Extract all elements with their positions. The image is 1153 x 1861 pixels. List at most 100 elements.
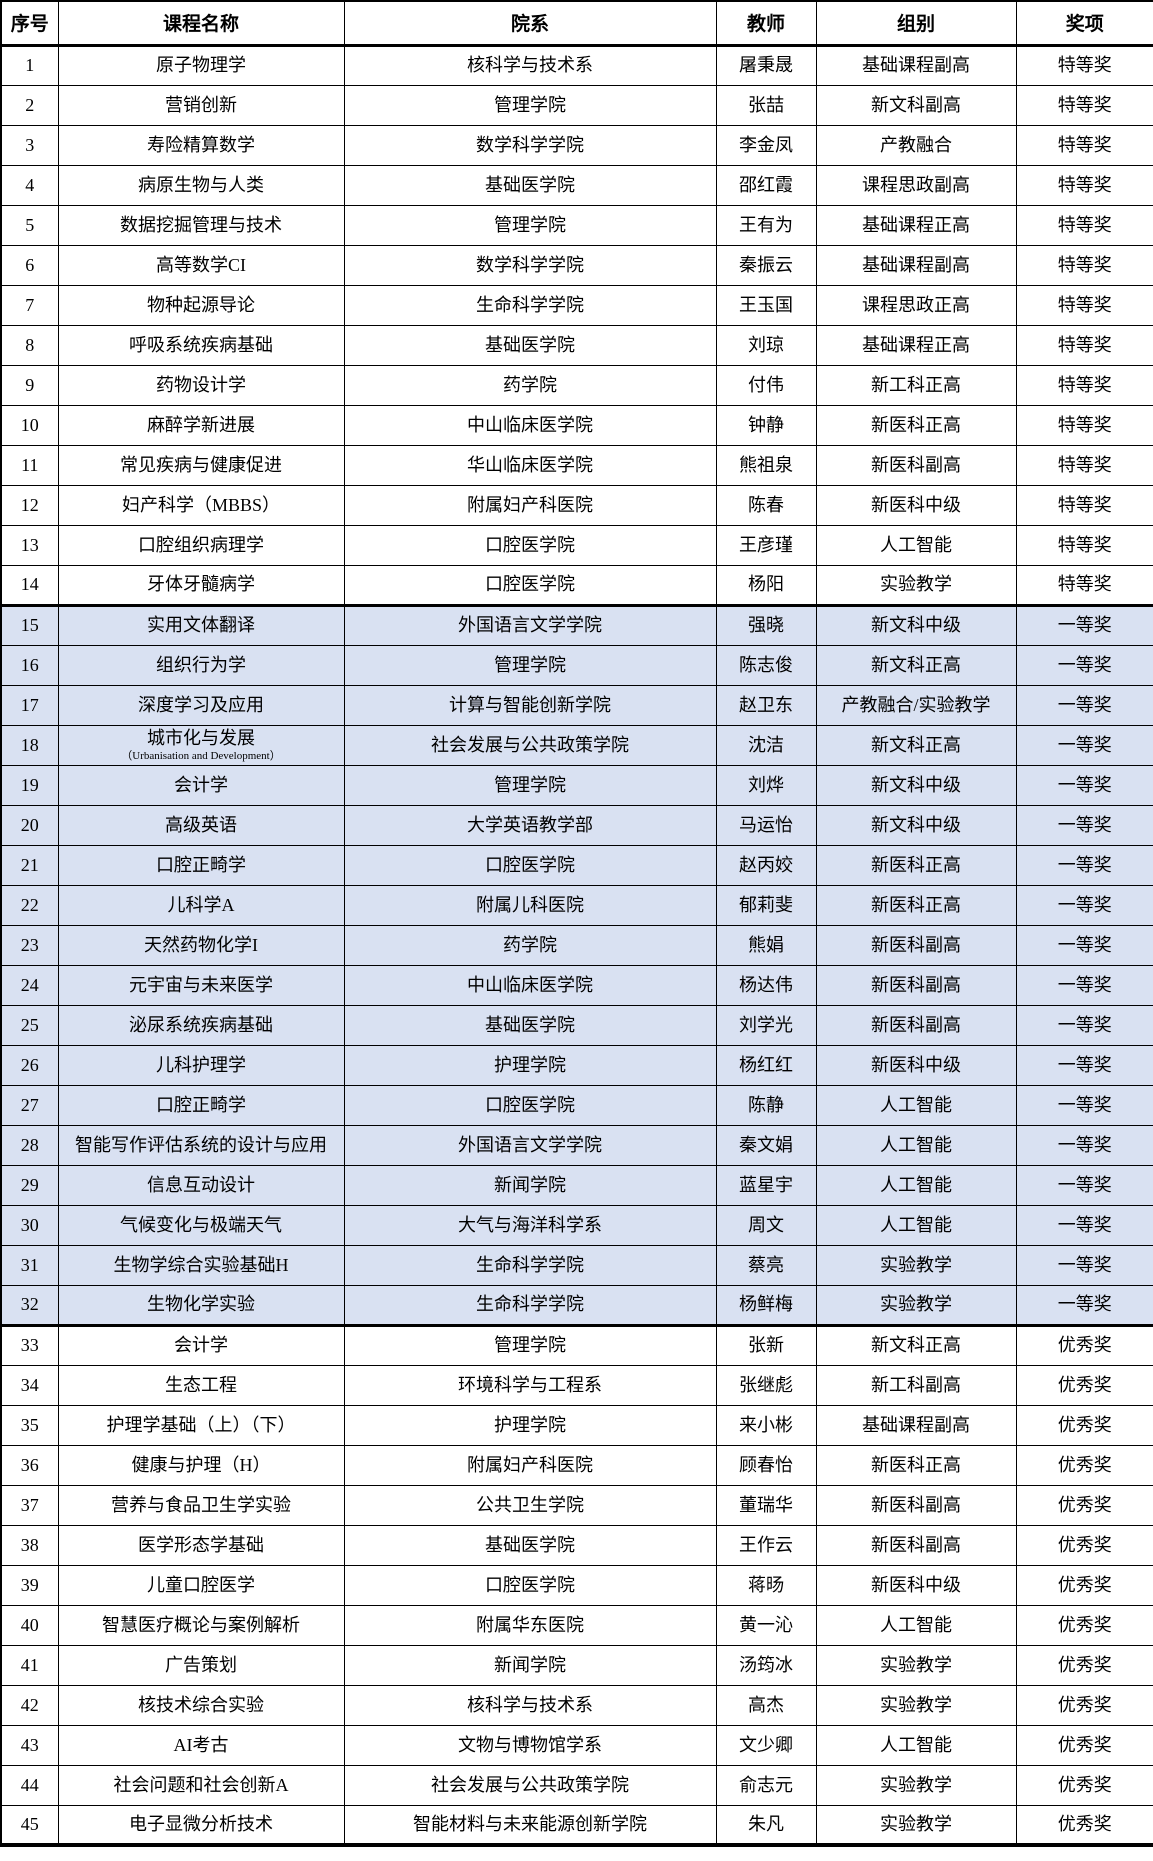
cell-teacher: 朱凡 (715, 1804, 817, 1846)
table-row: 32 生物化学实验 生命科学学院 杨鲜梅 实验教学 一等奖 (0, 1284, 1153, 1326)
table-row: 26 儿科护理学 护理学院 杨红红 新医科中级 一等奖 (0, 1044, 1153, 1086)
cell-course-name: 气候变化与极端天气 (57, 1204, 345, 1246)
cell-award: 一等奖 (1015, 1204, 1153, 1246)
cell-teacher: 陈静 (715, 1084, 817, 1126)
cell-course-name: 高等数学CI (57, 244, 345, 286)
cell-group: 新文科正高 (815, 1323, 1017, 1366)
cell-group: 课程思政副高 (815, 164, 1017, 206)
cell-course-name: 儿科学A (57, 884, 345, 926)
cell-award: 特等奖 (1015, 204, 1153, 246)
cell-department: 基础医学院 (343, 1004, 717, 1046)
cell-teacher: 文少卿 (715, 1724, 817, 1766)
cell-row-number: 3 (0, 124, 59, 166)
cell-department: 大学英语教学部 (343, 804, 717, 846)
cell-course-name: 护理学基础（上）（下） (57, 1404, 345, 1446)
cell-row-number: 31 (0, 1244, 59, 1286)
cell-teacher: 刘学光 (715, 1004, 817, 1046)
cell-department: 数学科学学院 (343, 124, 717, 166)
cell-course-name: 口腔正畸学 (57, 1084, 345, 1126)
cell-department: 生命科学学院 (343, 284, 717, 326)
cell-row-number: 16 (0, 644, 59, 686)
cell-course-name: 核技术综合实验 (57, 1684, 345, 1726)
cell-course-name: AI考古 (57, 1724, 345, 1766)
cell-award: 一等奖 (1015, 644, 1153, 686)
cell-department: 基础医学院 (343, 164, 717, 206)
table-row: 10 麻醉学新进展 中山临床医学院 钟静 新医科正高 特等奖 (0, 404, 1153, 446)
header-row-number: 序号 (0, 0, 59, 47)
cell-group: 基础课程副高 (815, 44, 1017, 86)
cell-row-number: 27 (0, 1084, 59, 1126)
cell-award: 特等奖 (1015, 44, 1153, 86)
table-row: 17 深度学习及应用 计算与智能创新学院 赵卫东 产教融合/实验教学 一等奖 (0, 684, 1153, 726)
cell-course-name: 天然药物化学I (57, 924, 345, 966)
cell-teacher: 王有为 (715, 204, 817, 246)
cell-teacher: 赵丙姣 (715, 844, 817, 886)
table-row: 5 数据挖掘管理与技术 管理学院 王有为 基础课程正高 特等奖 (0, 204, 1153, 246)
cell-row-number: 28 (0, 1124, 59, 1166)
cell-group: 新医科副高 (815, 964, 1017, 1006)
cell-teacher: 蔡亮 (715, 1244, 817, 1286)
cell-department: 口腔医学院 (343, 1084, 717, 1126)
cell-department: 口腔医学院 (343, 564, 717, 606)
cell-award: 特等奖 (1015, 244, 1153, 286)
cell-group: 新医科正高 (815, 844, 1017, 886)
cell-group: 基础课程副高 (815, 1404, 1017, 1446)
table-row: 21 口腔正畸学 口腔医学院 赵丙姣 新医科正高 一等奖 (0, 844, 1153, 886)
cell-teacher: 付伟 (715, 364, 817, 406)
cell-teacher: 王彦瑾 (715, 524, 817, 566)
cell-row-number: 17 (0, 684, 59, 726)
cell-row-number: 14 (0, 564, 59, 606)
cell-course-name: 药物设计学 (57, 364, 345, 406)
course-table-body: 1 原子物理学 核科学与技术系 屠秉晟 基础课程副高 特等奖 2 营销创新 管理学院 张喆 新文科副… (0, 44, 1153, 1846)
cell-department: 生命科学学院 (343, 1284, 717, 1326)
cell-department: 附属儿科医院 (343, 884, 717, 926)
table-row: 41 广告策划 新闻学院 汤筠冰 实验教学 优秀奖 (0, 1644, 1153, 1686)
cell-teacher: 陈志俊 (715, 644, 817, 686)
cell-course-name: 数据挖掘管理与技术 (57, 204, 345, 246)
table-row: 20 高级英语 大学英语教学部 马运怡 新文科中级 一等奖 (0, 804, 1153, 846)
table-row: 6 高等数学CI 数学科学学院 秦振云 基础课程副高 特等奖 (0, 244, 1153, 286)
cell-row-number: 4 (0, 164, 59, 206)
header-row: 序号 课程名称 院系 教师 组别 奖项 (0, 0, 1153, 47)
cell-group: 新医科副高 (815, 924, 1017, 966)
cell-award: 特等奖 (1015, 364, 1153, 406)
cell-group: 实验教学 (815, 1764, 1017, 1806)
cell-group: 实验教学 (815, 1284, 1017, 1326)
cell-row-number: 26 (0, 1044, 59, 1086)
cell-course-name: 会计学 (57, 764, 345, 806)
cell-teacher: 刘烨 (715, 764, 817, 806)
cell-award: 优秀奖 (1015, 1404, 1153, 1446)
cell-award: 一等奖 (1015, 1044, 1153, 1086)
table-row: 22 儿科学A 附属儿科医院 郁莉斐 新医科正高 一等奖 (0, 884, 1153, 926)
cell-group: 新医科副高 (815, 1524, 1017, 1566)
cell-course-name: 寿险精算数学 (57, 124, 345, 166)
cell-teacher: 张喆 (715, 84, 817, 126)
cell-department: 管理学院 (343, 204, 717, 246)
cell-course-name: 生物学综合实验基础H (57, 1244, 345, 1286)
cell-award: 优秀奖 (1015, 1764, 1153, 1806)
course-name-main: 城市化与发展 (147, 728, 255, 749)
cell-department: 社会发展与公共政策学院 (343, 724, 717, 766)
cell-department: 基础医学院 (343, 324, 717, 366)
cell-course-name: 智能写作评估系统的设计与应用 (57, 1124, 345, 1166)
table-row: 40 智慧医疗概论与案例解析 附属华东医院 黄一沁 人工智能 优秀奖 (0, 1604, 1153, 1646)
cell-row-number: 36 (0, 1444, 59, 1486)
cell-row-number: 12 (0, 484, 59, 526)
cell-group: 新医科正高 (815, 884, 1017, 926)
cell-course-name: 广告策划 (57, 1644, 345, 1686)
table-row: 3 寿险精算数学 数学科学学院 李金凤 产教融合 特等奖 (0, 124, 1153, 166)
table-row: 15 实用文体翻译 外国语言文学学院 强晓 新文科中级 一等奖 (0, 603, 1153, 646)
cell-department: 附属华东医院 (343, 1604, 717, 1646)
table-row: 14 牙体牙髓病学 口腔医学院 杨阳 实验教学 特等奖 (0, 564, 1153, 606)
cell-department: 管理学院 (343, 764, 717, 806)
table-row: 28 智能写作评估系统的设计与应用 外国语言文学学院 秦文娟 人工智能 一等奖 (0, 1124, 1153, 1166)
cell-row-number: 30 (0, 1204, 59, 1246)
table-row: 35 护理学基础（上）（下） 护理学院 来小彬 基础课程副高 优秀奖 (0, 1404, 1153, 1446)
cell-course-name: 社会问题和社会创新A (57, 1764, 345, 1806)
cell-teacher: 汤筠冰 (715, 1644, 817, 1686)
cell-award: 优秀奖 (1015, 1564, 1153, 1606)
cell-department: 药学院 (343, 364, 717, 406)
cell-department: 文物与博物馆学系 (343, 1724, 717, 1766)
